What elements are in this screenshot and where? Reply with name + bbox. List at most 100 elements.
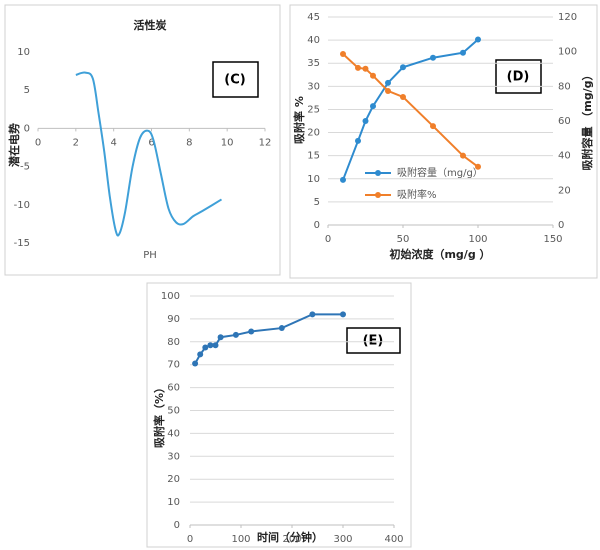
data-point: [475, 36, 481, 43]
x-tick-label: 0: [187, 534, 193, 545]
y-axis-label: 吸附率（%）: [152, 382, 166, 448]
frame-e: [146, 282, 412, 548]
y-tick-label: 80: [167, 337, 180, 348]
x-tick-label: 200: [282, 534, 301, 545]
y2-tick-label: 0: [558, 220, 564, 231]
data-point: [370, 72, 376, 79]
y-tick-label: 30: [307, 81, 320, 92]
data-point: [248, 328, 255, 335]
y-tick-label: 10: [17, 47, 30, 58]
y-tick-label: 15: [307, 151, 320, 162]
data-point: [217, 334, 224, 341]
y-tick-label: 5: [24, 85, 30, 96]
x-tick-label: 12: [259, 137, 272, 148]
x-tick-label: 50: [397, 234, 410, 245]
y-tick-label: 30: [167, 451, 180, 462]
y-tick-label: 60: [167, 383, 180, 394]
y-tick-label: 0: [24, 123, 30, 134]
y-tick-label: 40: [167, 428, 180, 439]
panel-box: [346, 327, 401, 354]
x-tick-label: 400: [384, 534, 403, 545]
y2-tick-label: 20: [558, 185, 571, 196]
y2-tick-label: 120: [558, 12, 577, 23]
frame-c: [4, 4, 281, 276]
data-point: [385, 87, 391, 94]
data-point: [232, 331, 239, 338]
panel-label: (E): [363, 334, 384, 349]
y2-tick-label: 80: [558, 81, 571, 92]
chart-title: 活性炭: [134, 18, 167, 32]
y-tick-label: 50: [167, 406, 180, 417]
y-tick-label: 90: [167, 314, 180, 325]
y-tick-label: -10: [14, 200, 30, 211]
data-point: [475, 163, 481, 170]
data-point: [202, 344, 209, 351]
y-tick-label: -15: [14, 238, 30, 249]
y-tick-label: 20: [167, 474, 180, 485]
x-tick-label: 0: [325, 234, 331, 245]
data-point: [385, 79, 391, 86]
data-point: [355, 137, 361, 144]
data-point: [192, 360, 199, 367]
data-point: [212, 342, 219, 349]
y-tick-label: 20: [307, 128, 320, 139]
y-tick-label: 100: [161, 291, 180, 302]
y-tick-label: 0: [314, 220, 320, 231]
y-axis-label: 吸附率 %: [292, 96, 306, 144]
x-tick-label: 6: [148, 137, 154, 148]
data-point: [197, 351, 204, 358]
y-tick-label: 45: [307, 12, 320, 23]
y-tick-label: 10: [307, 174, 320, 185]
y2-tick-label: 100: [558, 47, 577, 58]
data-point: [309, 311, 316, 318]
legend-marker: [375, 192, 381, 198]
panel-label: (C): [224, 73, 245, 88]
data-point: [207, 342, 214, 349]
data-point: [430, 54, 436, 61]
y-tick-label: -5: [20, 162, 30, 173]
x-tick-label: 8: [186, 137, 192, 148]
data-point: [430, 123, 436, 130]
y2-tick-label: 60: [558, 116, 571, 127]
data-point: [400, 64, 406, 71]
legend-label: 吸附率%: [397, 188, 437, 201]
x-tick-label: 150: [543, 234, 562, 245]
data-point: [362, 65, 369, 72]
x-tick-label: 2: [73, 137, 79, 148]
y-tick-label: 35: [307, 58, 320, 69]
data-point: [340, 50, 346, 57]
x-tick-label: 300: [333, 534, 352, 545]
legend-marker: [375, 170, 381, 176]
y-tick-label: 40: [307, 35, 320, 46]
x-axis-label: 初始浓度（mg/g ）: [389, 247, 490, 261]
y-axis-label: 潜在电势: [7, 123, 21, 167]
panel-label: (D): [507, 70, 530, 85]
panel-box: [212, 61, 259, 98]
x-tick-label: 100: [468, 234, 487, 245]
y-tick-label: 0: [174, 520, 180, 531]
series-line: [75, 71, 223, 237]
x-tick-label: 100: [231, 534, 250, 545]
x-axis-label: 时间（分钟）: [257, 530, 323, 544]
data-point: [362, 118, 369, 124]
data-point: [460, 49, 466, 56]
data-point: [400, 93, 406, 100]
y2-tick-label: 40: [558, 151, 571, 162]
panel-box: [495, 59, 542, 94]
data-point: [355, 64, 361, 71]
x-tick-label: 4: [110, 137, 116, 148]
y2-axis-label: 吸附容量 （mg/g）: [580, 69, 594, 170]
x-tick-label: 10: [221, 137, 234, 148]
data-point: [340, 311, 346, 318]
y-tick-label: 5: [314, 197, 320, 208]
data-point: [370, 103, 376, 110]
data-point: [340, 176, 346, 183]
legend-label: 吸附容量（mg/g）: [397, 166, 483, 179]
x-axis-label: PH: [143, 250, 157, 261]
y-tick-label: 10: [167, 497, 180, 508]
series-line: [342, 53, 479, 168]
series-line: [194, 313, 343, 365]
data-point: [460, 152, 466, 159]
x-tick-label: 0: [35, 137, 41, 148]
